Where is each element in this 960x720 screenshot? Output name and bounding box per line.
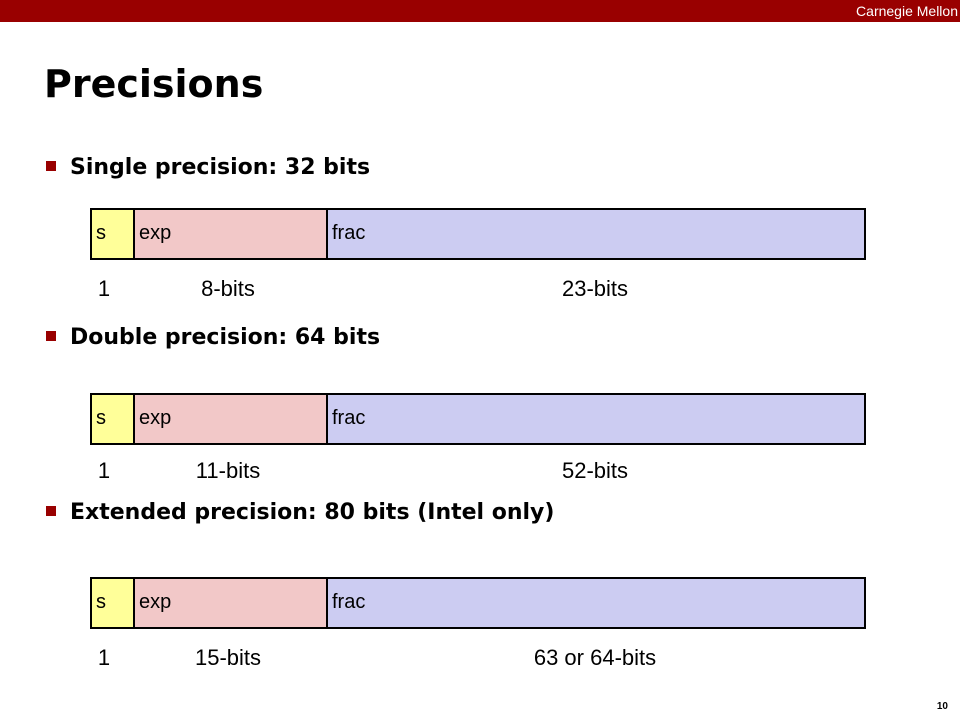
bullet-heading: Extended precision: 80 bits (Intel only): [46, 500, 554, 525]
bullet-heading: Single precision: 32 bits: [46, 155, 370, 180]
width-label: 63 or 64-bits: [533, 645, 657, 670]
bit-field: s: [90, 208, 135, 260]
bit-field: exp: [133, 393, 328, 445]
width-label: 8-bits: [201, 276, 255, 301]
width-label: 23-bits: [561, 276, 629, 301]
top-bar: [0, 0, 960, 22]
bullet-heading: Double precision: 64 bits: [46, 325, 380, 350]
bit-field: s: [90, 393, 135, 445]
width-label: 52-bits: [561, 458, 629, 483]
page-number: 10: [936, 701, 948, 712]
bit-field: frac: [326, 208, 866, 260]
bit-field: frac: [326, 393, 866, 445]
bit-field: exp: [133, 208, 328, 260]
brand: Carnegie Mellon: [856, 3, 958, 19]
bit-field: frac: [326, 577, 866, 629]
bit-field: exp: [133, 577, 328, 629]
width-label: 1: [97, 645, 111, 670]
slide-title: Precisions: [44, 62, 264, 106]
width-label: 15-bits: [194, 645, 262, 670]
bit-field: s: [90, 577, 135, 629]
width-label: 1: [97, 458, 111, 483]
width-label: 11-bits: [195, 458, 261, 483]
width-label: 1: [97, 276, 111, 301]
